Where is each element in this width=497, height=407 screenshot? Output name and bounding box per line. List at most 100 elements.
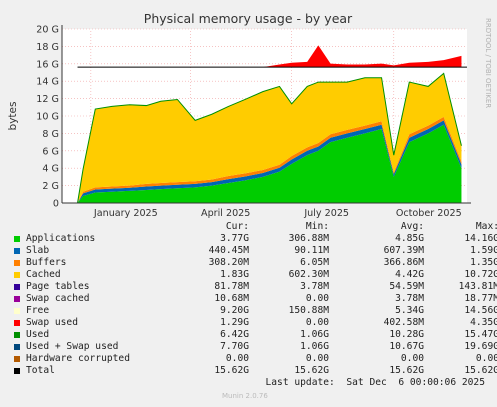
- legend-avg: 0.00: [400, 353, 424, 364]
- memory-areas: [62, 45, 462, 204]
- x-tick-label: January 2025: [93, 208, 158, 219]
- legend-label: Hardware corrupted: [26, 353, 130, 364]
- legend-max: 14.16G: [464, 233, 497, 244]
- legend-label: Swap cached: [26, 293, 90, 304]
- legend-swatch: [14, 260, 20, 266]
- legend-label: Slab: [26, 245, 50, 256]
- legend-max: 1.59G: [470, 245, 497, 256]
- legend-max: 4.35G: [470, 317, 497, 328]
- series-lines: [62, 66, 467, 204]
- legend-max: 19.69G: [464, 341, 497, 352]
- legend-max: 1.35G: [470, 257, 497, 268]
- legend-cur: 0.00: [225, 353, 249, 364]
- legend-avg: 15.62G: [389, 365, 424, 376]
- legend-min: 0.00: [305, 317, 329, 328]
- x-tick-label: October 2025: [396, 208, 462, 219]
- legend-cur: 1.83G: [220, 269, 249, 280]
- legend-label: Applications: [26, 233, 96, 244]
- legend-min: 15.62G: [294, 365, 329, 376]
- legend-cur: 1.29G: [220, 317, 249, 328]
- area-applications: [62, 124, 462, 203]
- x-tick-label: July 2025: [303, 208, 349, 219]
- legend-swatch: [14, 284, 20, 290]
- header-avg: Avg:: [400, 221, 424, 232]
- legend-cur: 9.20G: [220, 305, 249, 316]
- legend-cur: 6.42G: [220, 329, 249, 340]
- legend-label: Used + Swap used: [26, 341, 119, 352]
- header-cur: Cur:: [225, 221, 249, 232]
- legend-avg: 10.28G: [389, 329, 424, 340]
- legend-cur: 440.45M: [208, 245, 249, 256]
- legend-swatch: [14, 320, 20, 326]
- rrdtool-watermark: RRDTOOL / TOBI OETIKER: [484, 18, 492, 108]
- legend-min: 0.00: [305, 353, 329, 364]
- legend-swatch: [14, 356, 20, 362]
- legend-avg: 366.86M: [383, 257, 424, 268]
- legend-max: 15.47G: [464, 329, 497, 340]
- y-tick-label: 18 G: [36, 42, 59, 53]
- legend-cur: 7.70G: [220, 341, 249, 352]
- legend-min: 150.88M: [288, 305, 329, 316]
- legend-min: 602.30M: [288, 269, 329, 280]
- legend-min: 1.06G: [300, 329, 329, 340]
- legend-cur: 3.77G: [220, 233, 249, 244]
- legend-cur: 81.78M: [214, 281, 249, 292]
- munin-version: Munin 2.0.76: [222, 392, 268, 400]
- y-tick-label: 20 G: [36, 25, 59, 36]
- legend-min: 1.06G: [300, 341, 329, 352]
- legend-cur: 308.20M: [208, 257, 249, 268]
- legend-swatch: [14, 296, 20, 302]
- legend-avg: 402.58M: [383, 317, 424, 328]
- legend-label: Page tables: [26, 281, 90, 292]
- chart-title: Physical memory usage - by year: [144, 11, 353, 26]
- legend-min: 6.05M: [300, 257, 329, 268]
- legend-swatch: [14, 344, 20, 350]
- legend-swatch: [14, 236, 20, 242]
- y-tick-label: 6 G: [42, 146, 59, 157]
- line-used: [62, 72, 462, 204]
- legend-swatch: [14, 368, 20, 374]
- legend-max: 10.72G: [464, 269, 497, 280]
- area-swap-used: [62, 45, 462, 68]
- y-tick-label: 10 G: [36, 112, 59, 123]
- legend-avg: 54.59M: [389, 281, 424, 292]
- legend-label: Used: [26, 329, 50, 340]
- y-tick-label: 12 G: [36, 94, 59, 105]
- legend-label: Cached: [26, 269, 61, 280]
- y-axis-label: bytes: [7, 102, 19, 131]
- y-tick-label: 0: [53, 199, 59, 210]
- legend-min: 306.88M: [288, 233, 329, 244]
- area-cached: [62, 73, 462, 204]
- legend-cur: 10.68M: [214, 293, 249, 304]
- axes: 0 2 G 4 G 6 G 8 G 10 G 12 G 14 G 16 G 18 G 20 G Jan…: [36, 25, 471, 219]
- legend-cur: 15.62G: [214, 365, 249, 376]
- legend-label: Buffers: [26, 257, 67, 268]
- legend-max: 0.00: [475, 353, 497, 364]
- legend-max: 143.81M: [458, 281, 497, 292]
- legend-avg: 5.34G: [395, 305, 424, 316]
- y-tick-label: 2 G: [42, 181, 59, 192]
- y-tick-label: 8 G: [42, 129, 59, 140]
- legend-max: 15.62G: [464, 365, 497, 376]
- x-tick-label: April 2025: [201, 208, 250, 219]
- legend-label: Total: [26, 365, 55, 376]
- legend-min: 0.00: [305, 293, 329, 304]
- legend-min: 90.11M: [294, 245, 329, 256]
- legend-avg: 4.85G: [395, 233, 424, 244]
- y-tick-label: 16 G: [36, 59, 59, 70]
- legend-swatch: [14, 308, 20, 314]
- legend-avg: 4.42G: [395, 269, 424, 280]
- legend-avg: 10.67G: [389, 341, 424, 352]
- legend-swatch: [14, 248, 20, 254]
- last-update: Last update: Sat Dec 6 00:00:06 2025: [265, 377, 486, 388]
- legend-max: 14.56G: [464, 305, 497, 316]
- legend-swatch: [14, 272, 20, 278]
- legend-label: Swap used: [26, 317, 78, 328]
- legend-min: 3.78M: [300, 281, 329, 292]
- legend-max: 18.77M: [464, 293, 497, 304]
- legend-avg: 3.78M: [395, 293, 424, 304]
- header-max: Max:: [475, 221, 497, 232]
- header-min: Min:: [305, 221, 329, 232]
- y-tick-label: 4 G: [42, 164, 59, 175]
